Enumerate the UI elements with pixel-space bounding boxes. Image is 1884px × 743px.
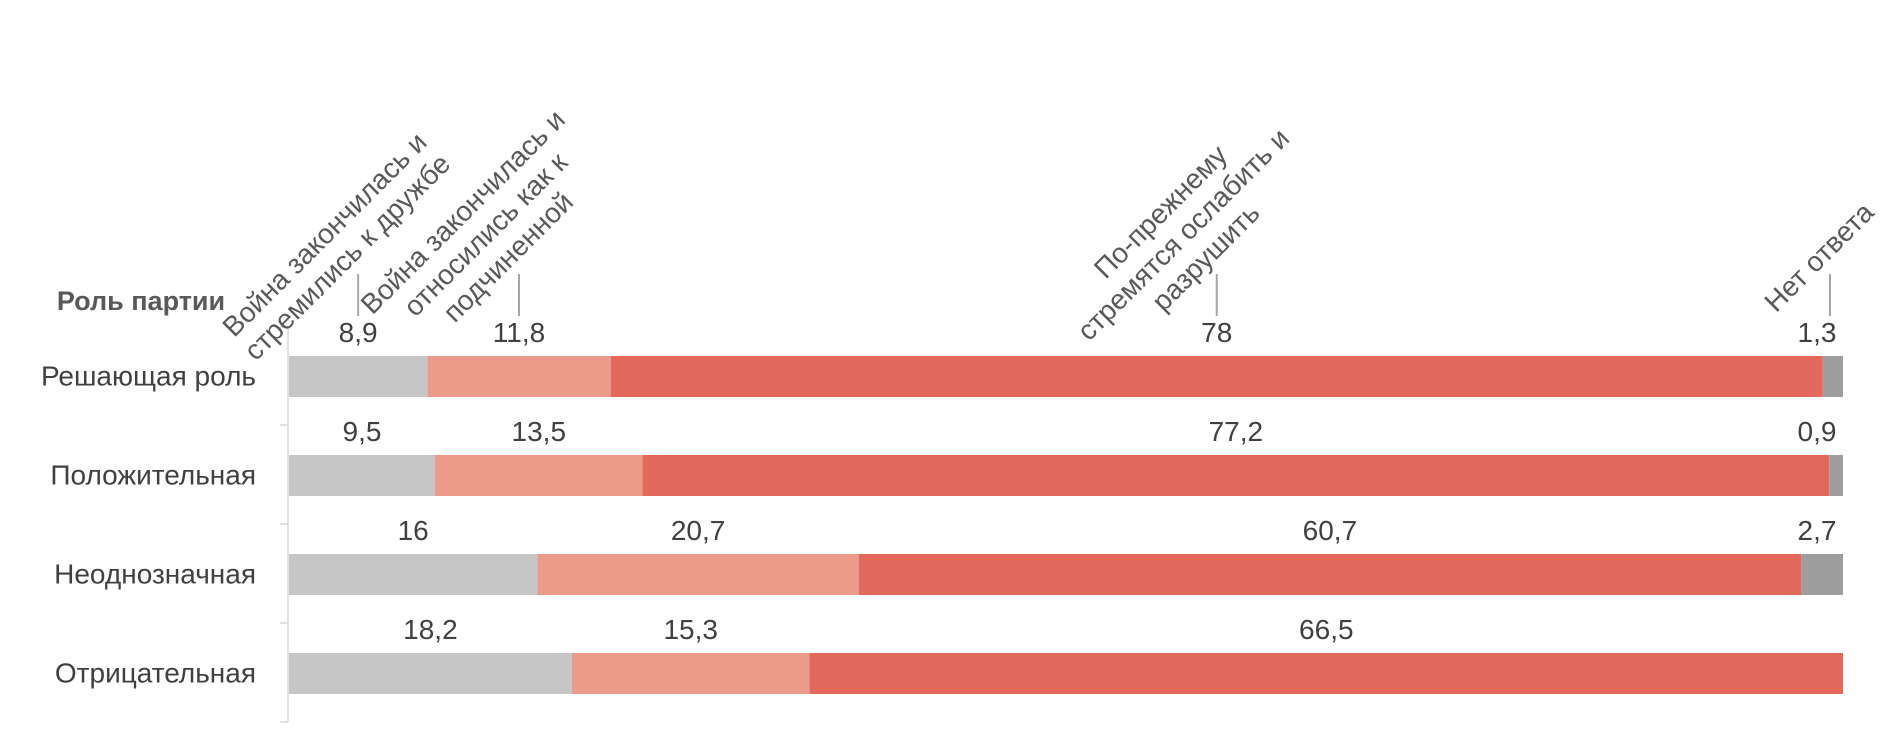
data-label: 20,7 (671, 515, 726, 546)
series-name-label: Нет ответа (1758, 196, 1880, 318)
data-label: 16 (398, 515, 429, 546)
category-label: Положительная (50, 460, 256, 491)
series-name-line: Нет ответа (1758, 196, 1880, 318)
category-label: Неоднозначная (54, 559, 256, 590)
bar-segment (537, 554, 859, 595)
bar-segment (289, 554, 538, 595)
data-label: 1,3 (1798, 317, 1837, 348)
series-name-line: стремятся ослабить и (1071, 122, 1295, 346)
category-labels: Решающая роль Положительная Неоднозначная О… (41, 326, 288, 723)
data-label: 15,3 (663, 614, 718, 645)
bar-segment (289, 356, 428, 397)
bar-segment (1822, 356, 1843, 397)
bar-segment (858, 554, 1802, 595)
data-label: 66,5 (1299, 614, 1354, 645)
data-label: 9,5 (343, 416, 382, 447)
data-label: 0,9 (1798, 416, 1837, 447)
data-label: 78 (1201, 317, 1232, 348)
data-label: 18,2 (403, 614, 458, 645)
bar-segment (1801, 554, 1843, 595)
data-label: 77,2 (1209, 416, 1264, 447)
data-label: 8,9 (339, 317, 378, 348)
data-label: 13,5 (512, 416, 567, 447)
data-label: 11,8 (493, 317, 545, 348)
y-axis-title: Роль партии (57, 286, 225, 316)
data-label: 2,7 (1798, 515, 1837, 546)
bar-segment (427, 356, 611, 397)
category-label: Решающая роль (41, 361, 256, 392)
bar-segment (289, 455, 436, 496)
bars (289, 356, 1843, 694)
bar-segment (809, 653, 1843, 694)
bar-segment (571, 653, 810, 694)
value-labels: 8,9 11,8 78 1,3 9,5 13,5 77,2 0,9 16 20,7 60,7 2,7 1… (339, 317, 1837, 645)
bar-segment (642, 455, 1830, 496)
category-label: Отрицательная (55, 658, 256, 689)
bar-segment (1829, 455, 1843, 496)
bar-segment (289, 653, 572, 694)
data-label: 60,7 (1303, 515, 1358, 546)
bar-segment (435, 455, 643, 496)
bar-segment (610, 356, 1823, 397)
series-name-line: Война закончилась и (216, 126, 432, 342)
